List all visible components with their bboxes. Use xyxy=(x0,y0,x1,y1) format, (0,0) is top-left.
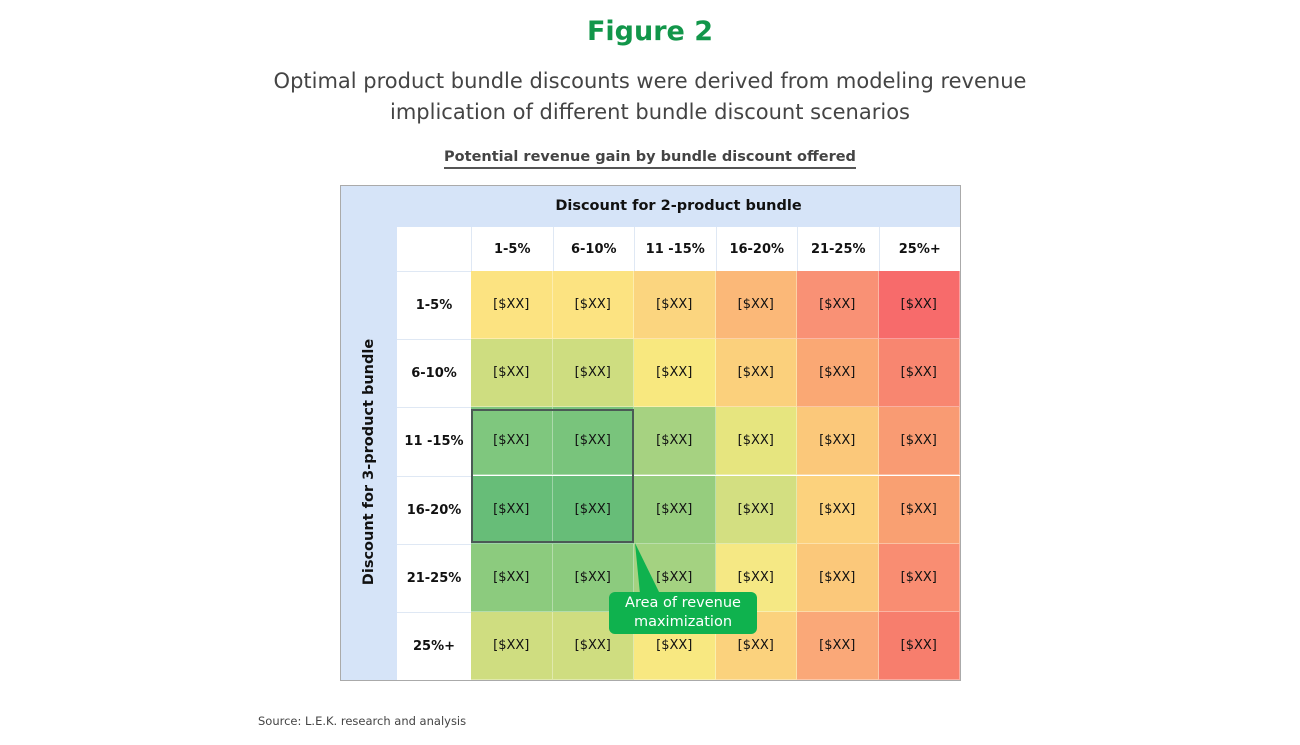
highlight-box xyxy=(471,409,634,543)
heatmap-cell: [$XX] xyxy=(797,543,879,612)
chart-title-text: Potential revenue gain by bundle discoun… xyxy=(444,149,856,169)
heatmap-cell: [$XX] xyxy=(471,339,553,408)
row-header: 1-5% xyxy=(397,271,471,339)
heatmap-cell: [$XX] xyxy=(552,339,634,408)
heatmap-cell: [$XX] xyxy=(878,543,960,612)
chart-title: Potential revenue gain by bundle discoun… xyxy=(0,146,1300,169)
column-header: 16-20% xyxy=(715,227,798,271)
heatmap-cell: [$XX] xyxy=(471,407,553,476)
x-axis-title: Discount for 2-product bundle xyxy=(555,198,802,214)
column-header: 11 -15% xyxy=(634,227,716,271)
heatmap-cell: [$XX] xyxy=(552,407,634,476)
heatmap-cell: [$XX] xyxy=(797,611,879,680)
callout-label: Area of revenue maximization xyxy=(609,592,757,634)
heatmap-cell: [$XX] xyxy=(552,475,634,544)
heatmap-cell: [$XX] xyxy=(797,475,879,544)
heatmap-cell: [$XX] xyxy=(797,271,879,340)
row-header: 11 -15% xyxy=(397,407,471,475)
heatmap-cell: [$XX] xyxy=(878,407,960,476)
heatmap-cell: [$XX] xyxy=(634,407,716,476)
row-header: 21-25% xyxy=(397,543,471,612)
source-note: Source: L.E.K. research and analysis xyxy=(258,714,467,728)
subtitle-line: implication of different bundle discount… xyxy=(390,100,910,124)
heatmap-cell: [$XX] xyxy=(878,475,960,544)
heatmap-cell: [$XX] xyxy=(878,271,960,340)
column-header: 25%+ xyxy=(878,227,961,271)
heatmap-cell: [$XX] xyxy=(715,271,797,340)
subtitle-line: Optimal product bundle discounts were de… xyxy=(273,69,1027,93)
heatmap-cell: [$XX] xyxy=(471,543,553,612)
column-header: 21-25% xyxy=(797,227,879,271)
row-header: 25%+ xyxy=(397,611,471,680)
column-header: 6-10% xyxy=(552,227,635,271)
row-header: 6-10% xyxy=(397,339,471,407)
heatmap-cell: [$XX] xyxy=(878,339,960,408)
heatmap-cell: [$XX] xyxy=(797,339,879,408)
heatmap-cell: [$XX] xyxy=(878,611,960,680)
heatmap-cell: [$XX] xyxy=(634,271,716,340)
heatmap-cell: [$XX] xyxy=(634,475,716,544)
figure-label: Figure 2 xyxy=(586,16,714,47)
heatmap-cell: [$XX] xyxy=(634,339,716,408)
heatmap-cell: [$XX] xyxy=(715,339,797,408)
heatmap-cell: [$XX] xyxy=(552,271,634,340)
subtitle: Optimal product bundle discounts were de… xyxy=(0,66,1300,128)
heatmap-cell: [$XX] xyxy=(715,475,797,544)
column-header: 1-5% xyxy=(471,227,553,271)
heatmap-cell: [$XX] xyxy=(797,407,879,476)
heatmap-cell: [$XX] xyxy=(471,611,553,680)
row-header: 16-20% xyxy=(397,475,471,544)
heatmap-cell: [$XX] xyxy=(471,475,553,544)
heatmap-cell: [$XX] xyxy=(471,271,553,340)
heatmap-cell: [$XX] xyxy=(715,407,797,476)
